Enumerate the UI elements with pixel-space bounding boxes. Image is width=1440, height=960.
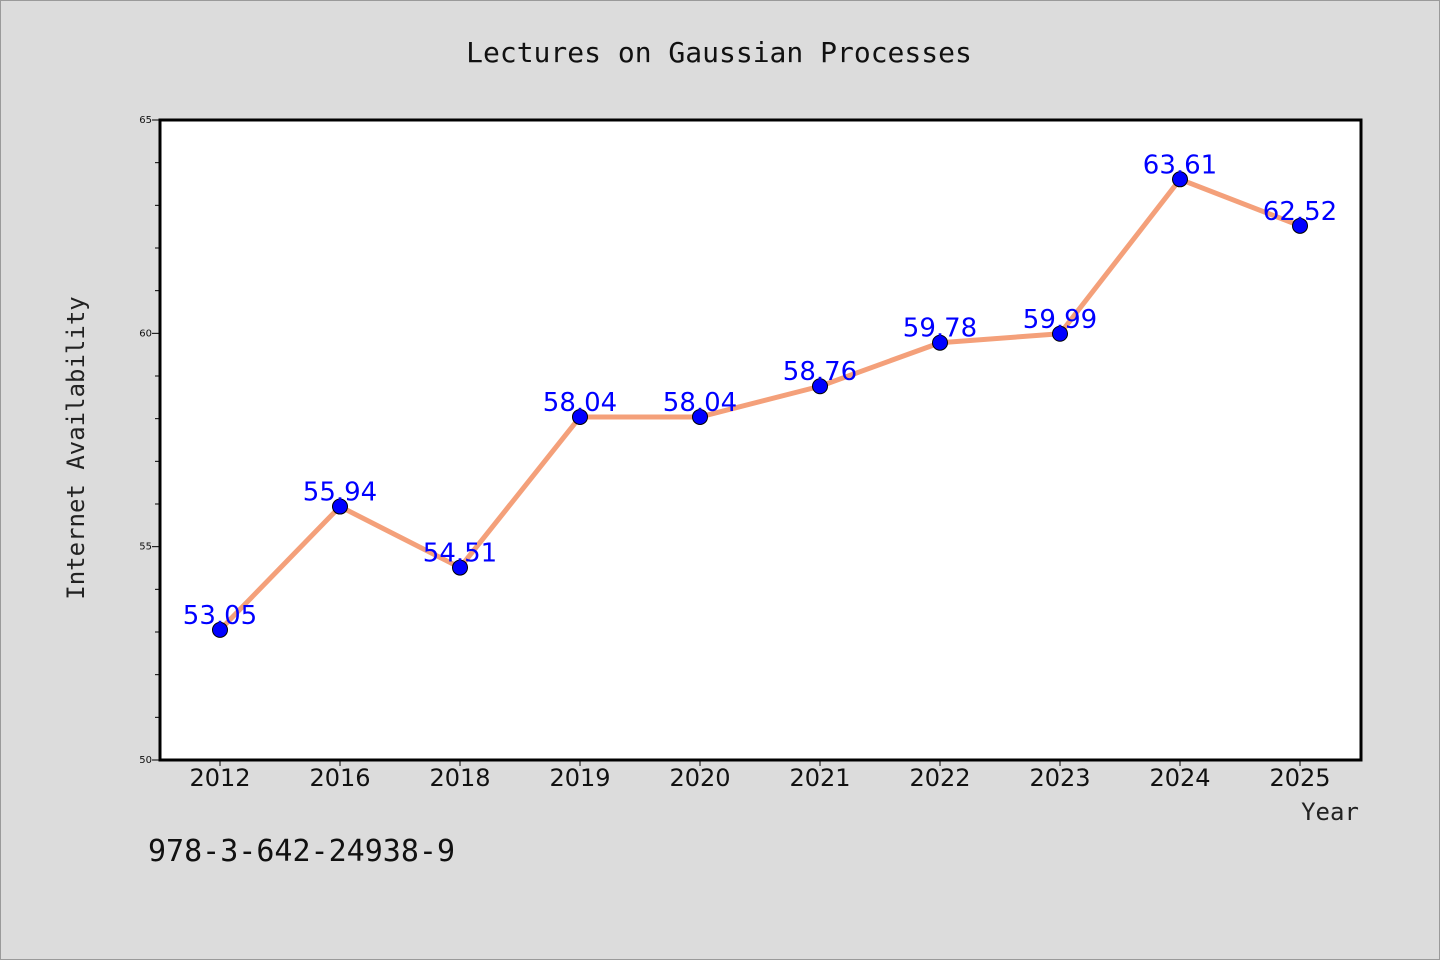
data-label: 58.76 [783,357,857,387]
data-point [1292,217,1308,234]
x-tick-label: 2021 [789,764,850,792]
x-axis-label: Year [1301,798,1359,826]
isbn-text: 978-3-642-24938-9 [148,834,456,869]
x-tick-label: 2018 [429,764,490,792]
data-label: 53.05 [183,601,257,631]
y-tick-label: 65 [139,115,152,126]
data-label: 59.78 [903,314,977,344]
data-point [452,559,468,576]
x-tick-label: 2022 [909,764,970,792]
x-tick-label: 2012 [189,764,250,792]
data-point [1052,325,1068,342]
data-point [812,378,828,395]
data-label: 63.61 [1143,150,1217,180]
data-point [692,408,708,425]
data-label: 58.04 [543,388,617,418]
data-label: 54.51 [423,539,497,569]
x-tick-label: 2019 [549,764,610,792]
y-tick-label: 50 [139,755,152,766]
x-tick-label: 2016 [309,764,370,792]
series-line-group [212,171,1308,638]
data-point [332,498,348,515]
data-point [572,408,588,425]
data-label: 55.94 [303,478,377,508]
data-point [1172,171,1188,188]
x-tick-label: 2025 [1269,764,1330,792]
chart-title: Lectures on Gaussian Processes [466,36,972,69]
data-point [932,334,948,351]
data-label: 62.52 [1263,197,1337,227]
data-point [212,621,228,638]
x-tick-label: 2024 [1149,764,1210,792]
data-label: 58.04 [663,388,737,418]
x-axis: 2012 2016 2018 2019 2020 2021 2022 2023 2024 2025 [189,760,1331,792]
plot-area [158,118,1363,762]
x-tick-label: 2020 [669,764,730,792]
x-tick-label: 2023 [1029,764,1090,792]
series-line [218,176,1301,632]
y-axis-label: Internet Availability [62,296,90,599]
data-label-group: 53.05 55.94 54.51 58.04 58.04 58.76 59.78 59.99… [183,150,1337,631]
y-tick-label: 55 [139,542,152,553]
y-axis: 50 55 60 65 [139,115,160,766]
data-label: 59.99 [1023,305,1097,335]
y-tick-label: 60 [139,328,152,339]
